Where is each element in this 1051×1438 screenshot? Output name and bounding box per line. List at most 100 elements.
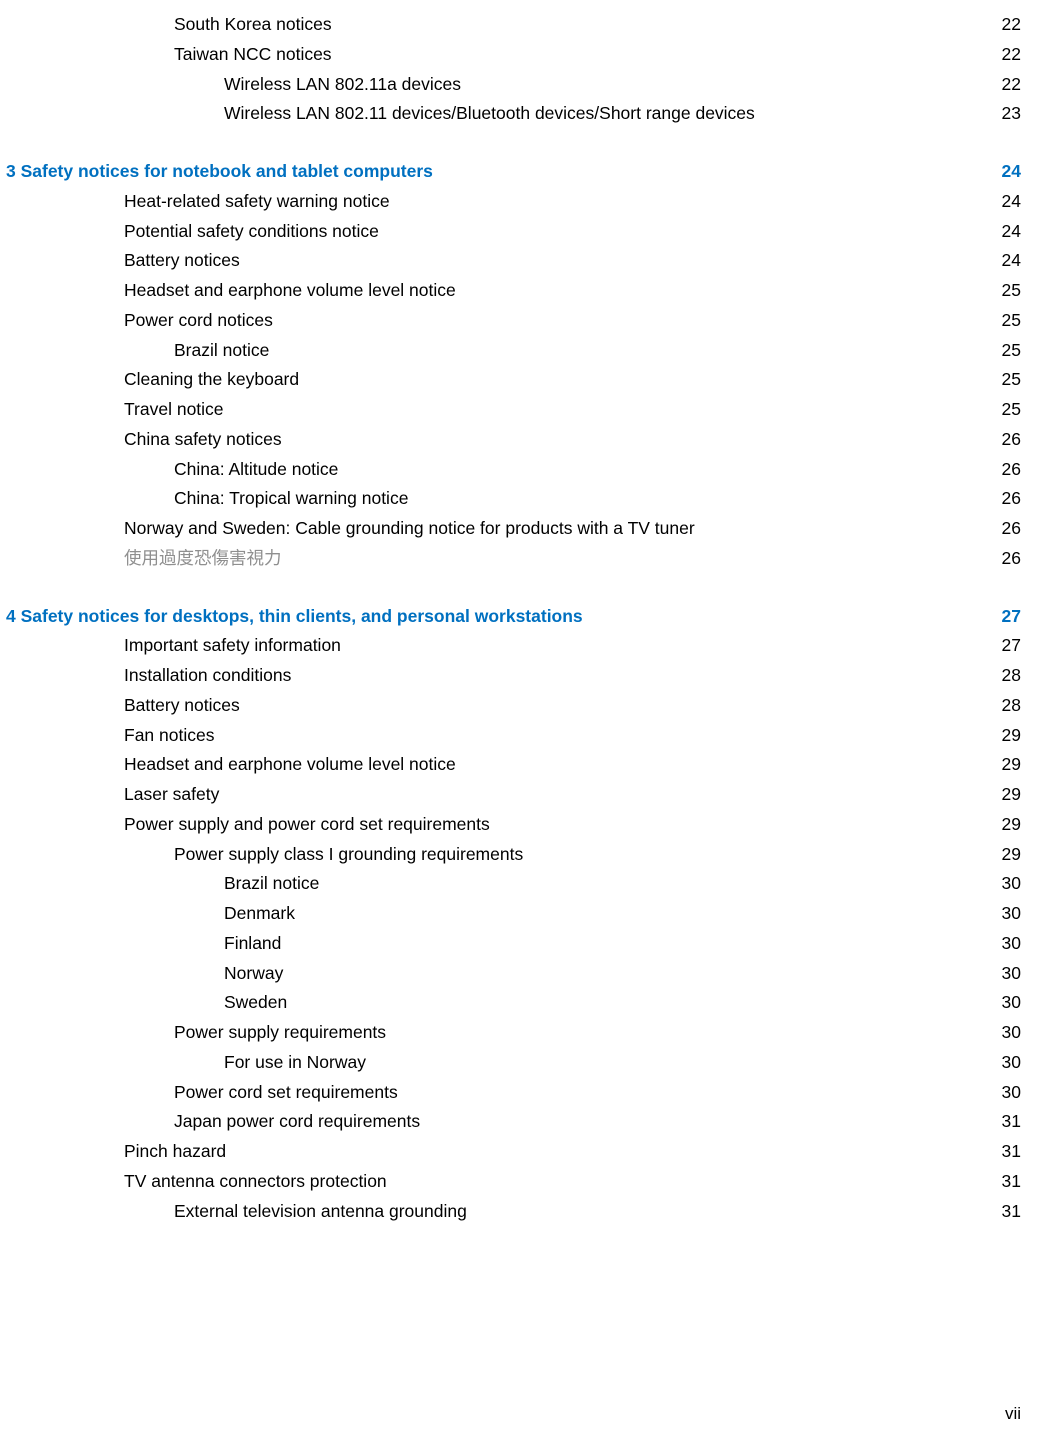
toc-entry[interactable]: Power cord notices 25	[6, 306, 1021, 336]
toc-entry-label: Norway	[224, 959, 283, 989]
toc-entry-label: Headset and earphone volume level notice	[124, 750, 456, 780]
toc-entry-label: 4 Safety notices for desktops, thin clie…	[6, 602, 583, 632]
toc-entry-page: 24	[998, 217, 1021, 247]
toc-entry-label: Finland	[224, 929, 281, 959]
toc-entry[interactable]: Important safety information27	[6, 631, 1021, 661]
toc-entry-label: Taiwan NCC notices	[174, 40, 332, 70]
toc-entry-label: External television antenna grounding	[174, 1197, 467, 1227]
toc-entry-label: China safety notices	[124, 425, 282, 455]
toc-entry[interactable]: 使用過度恐傷害視力 26	[6, 544, 1021, 574]
toc-entry-label: Headset and earphone volume level notice	[124, 276, 456, 306]
toc-entry[interactable]: Power supply class I grounding requireme…	[6, 840, 1021, 870]
toc-entry-label: Wireless LAN 802.11 devices/Bluetooth de…	[224, 99, 755, 129]
toc-entry-label: Fan notices	[124, 721, 214, 751]
toc-entry-label: Power supply class I grounding requireme…	[174, 840, 523, 870]
toc-entry-page: 26	[998, 484, 1021, 514]
toc-entry-page: 24	[998, 187, 1021, 217]
toc-entry[interactable]: Installation conditions28	[6, 661, 1021, 691]
toc-entry-page: 30	[998, 1048, 1021, 1078]
toc-entry[interactable]: Headset and earphone volume level notice…	[6, 750, 1021, 780]
toc-entry[interactable]: Norway 30	[6, 959, 1021, 989]
toc-entry-label: Power cord set requirements	[174, 1078, 398, 1108]
toc-entry[interactable]: Finland30	[6, 929, 1021, 959]
toc-entry-page: 22	[998, 70, 1021, 100]
toc-entry-label: Japan power cord requirements	[174, 1107, 420, 1137]
toc-entry[interactable]: Fan notices 29	[6, 721, 1021, 751]
toc-entry-page: 28	[998, 661, 1021, 691]
toc-entry-label: Important safety information	[124, 631, 341, 661]
toc-entry-page: 28	[998, 691, 1021, 721]
toc-entry-label: Power cord notices	[124, 306, 273, 336]
document-page: South Korea notices22Taiwan NCC notices 2…	[0, 0, 1051, 1438]
toc-entry-page: 27	[998, 602, 1021, 632]
toc-entry[interactable]: External television antenna grounding31	[6, 1197, 1021, 1227]
toc-entry-page: 26	[998, 455, 1021, 485]
toc-entry[interactable]: Cleaning the keyboard 25	[6, 365, 1021, 395]
toc-entry[interactable]: Headset and earphone volume level notice…	[6, 276, 1021, 306]
toc-entry[interactable]: Taiwan NCC notices 22	[6, 40, 1021, 70]
toc-entry-page: 29	[998, 780, 1021, 810]
toc-entry-page: 25	[998, 395, 1021, 425]
toc-entry[interactable]: Power cord set requirements 30	[6, 1078, 1021, 1108]
toc-entry-page: 24	[998, 157, 1021, 187]
toc-entry-page: 30	[998, 959, 1021, 989]
toc-entry[interactable]: Wireless LAN 802.11 devices/Bluetooth de…	[6, 99, 1021, 129]
toc-entry[interactable]: For use in Norway 30	[6, 1048, 1021, 1078]
toc-entry[interactable]: Battery notices28	[6, 691, 1021, 721]
toc-entry[interactable]: China: Tropical warning notice26	[6, 484, 1021, 514]
toc-entry-label: 使用過度恐傷害視力	[124, 544, 282, 574]
toc-entry[interactable]: Power supply and power cord set requirem…	[6, 810, 1021, 840]
toc-entry-label: Heat-related safety warning notice	[124, 187, 390, 217]
toc-entry-page: 29	[998, 721, 1021, 751]
toc-entry-label: Laser safety	[124, 780, 219, 810]
toc-entry[interactable]: Laser safety 29	[6, 780, 1021, 810]
toc-entry[interactable]: Travel notice25	[6, 395, 1021, 425]
toc-entry-page: 25	[998, 276, 1021, 306]
toc-entry[interactable]: Brazil notice30	[6, 869, 1021, 899]
toc-entry[interactable]: Power supply requirements 30	[6, 1018, 1021, 1048]
toc-entry-label: Cleaning the keyboard	[124, 365, 299, 395]
toc-entry[interactable]: Battery notices 24	[6, 246, 1021, 276]
toc-entry-page: 30	[998, 1078, 1021, 1108]
toc-entry[interactable]: Brazil notice25	[6, 336, 1021, 366]
toc-chapter-entry[interactable]: 3 Safety notices for notebook and tablet…	[6, 157, 1021, 187]
toc-entry-page: 22	[998, 40, 1021, 70]
toc-entry-page: 24	[998, 246, 1021, 276]
toc-entry-page: 25	[998, 365, 1021, 395]
toc-entry-label: For use in Norway	[224, 1048, 366, 1078]
toc-entry-label: TV antenna connectors protection	[124, 1167, 387, 1197]
toc-entry-page: 31	[998, 1137, 1021, 1167]
toc-entry[interactable]: China: Altitude notice26	[6, 455, 1021, 485]
table-of-contents: South Korea notices22Taiwan NCC notices 2…	[6, 10, 1021, 1226]
toc-entry-page: 29	[998, 750, 1021, 780]
toc-entry-label: Pinch hazard	[124, 1137, 226, 1167]
toc-entry-label: Power supply requirements	[174, 1018, 386, 1048]
toc-entry-page: 23	[998, 99, 1021, 129]
toc-entry-page: 25	[998, 336, 1021, 366]
toc-entry[interactable]: Heat-related safety warning notice 24	[6, 187, 1021, 217]
toc-entry-label: Sweden	[224, 988, 287, 1018]
toc-entry-label: 3 Safety notices for notebook and tablet…	[6, 157, 433, 187]
toc-entry-label: Battery notices	[124, 246, 240, 276]
toc-entry[interactable]: South Korea notices22	[6, 10, 1021, 40]
toc-entry-page: 22	[998, 10, 1021, 40]
toc-entry[interactable]: Denmark30	[6, 899, 1021, 929]
toc-entry-page: 25	[998, 306, 1021, 336]
toc-entry-page: 31	[998, 1107, 1021, 1137]
toc-entry[interactable]: China safety notices26	[6, 425, 1021, 455]
toc-entry[interactable]: Japan power cord requirements 31	[6, 1107, 1021, 1137]
toc-entry-page: 29	[998, 810, 1021, 840]
toc-entry-page: 30	[998, 1018, 1021, 1048]
toc-entry[interactable]: Norway and Sweden: Cable grounding notic…	[6, 514, 1021, 544]
toc-entry[interactable]: Sweden 30	[6, 988, 1021, 1018]
toc-entry[interactable]: Potential safety conditions notice24	[6, 217, 1021, 247]
toc-entry-label: Brazil notice	[224, 869, 319, 899]
toc-entry-page: 30	[998, 988, 1021, 1018]
toc-entry-page: 30	[998, 899, 1021, 929]
toc-chapter-entry[interactable]: 4 Safety notices for desktops, thin clie…	[6, 602, 1021, 632]
toc-entry[interactable]: Pinch hazard 31	[6, 1137, 1021, 1167]
toc-entry[interactable]: TV antenna connectors protection31	[6, 1167, 1021, 1197]
toc-entry[interactable]: Wireless LAN 802.11a devices22	[6, 70, 1021, 100]
toc-entry-page: 26	[998, 544, 1021, 574]
toc-entry-label: Norway and Sweden: Cable grounding notic…	[124, 514, 695, 544]
